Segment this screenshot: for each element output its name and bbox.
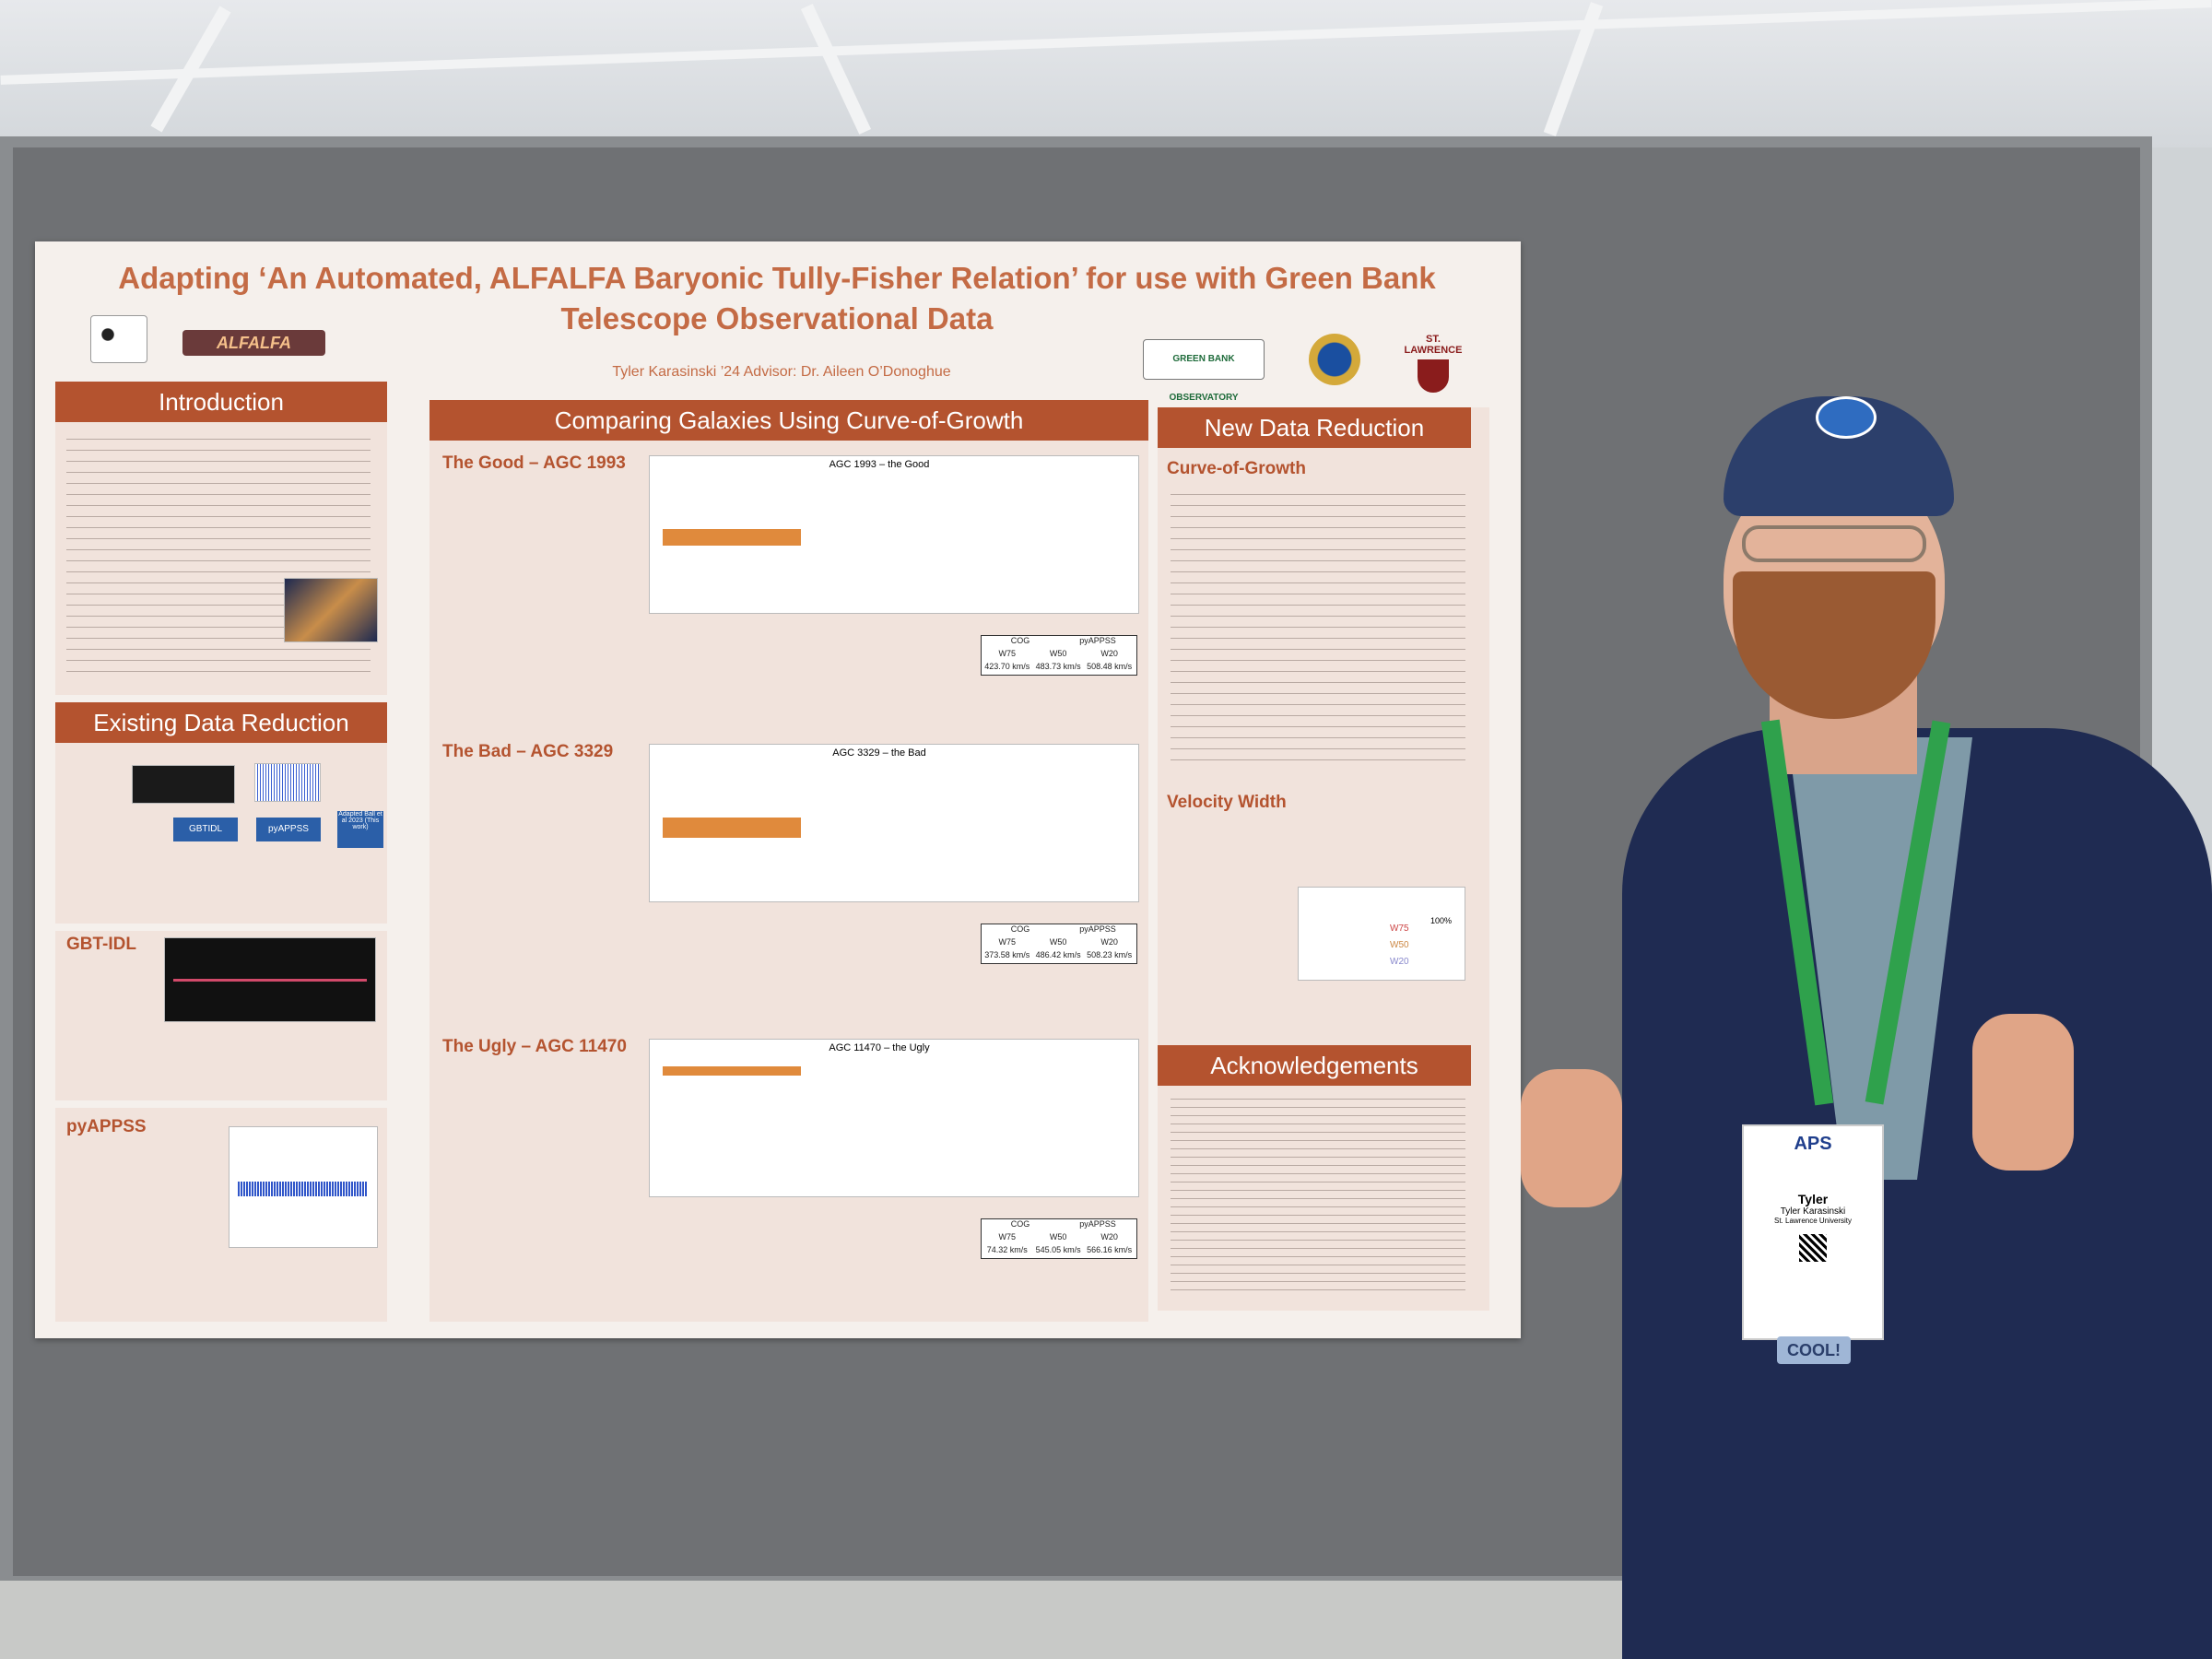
velocity-width-figure bbox=[1298, 887, 1465, 981]
case-plot-orange bbox=[663, 818, 801, 838]
table-header-w75: W75 bbox=[998, 649, 1016, 658]
case-title: The Good – AGC 1993 bbox=[442, 453, 626, 473]
velocity-label-w50: W50 bbox=[1390, 940, 1409, 950]
poster-authors: Tyler Karasinski ’24 Advisor: Dr. Aileen… bbox=[612, 364, 951, 380]
person: APS Tyler Tyler Karasinski St. Lawrence … bbox=[1512, 387, 2212, 1659]
ceiling bbox=[0, 0, 2212, 147]
pyappss-spectrum-line bbox=[238, 1182, 367, 1196]
table-header-pyappss: pyAPPSS bbox=[1079, 1219, 1116, 1229]
case-plot-title: AGC 11470 – the Ugly bbox=[829, 1042, 930, 1053]
table-w50-value: 483.73 km/s bbox=[1035, 662, 1081, 671]
table-w20-value: 508.48 km/s bbox=[1087, 662, 1133, 671]
comparing-header: Comparing Galaxies Using Curve-of-Growth bbox=[429, 400, 1148, 441]
flow-ball-box: Adapted Ball et al 2023 (This work) bbox=[337, 811, 383, 848]
badge-full-name: Tyler Karasinski bbox=[1780, 1206, 1846, 1217]
acknowledgements-body bbox=[1171, 1093, 1465, 1296]
flow-pyappss-box: pyAPPSS bbox=[256, 818, 321, 841]
introduction-header: Introduction bbox=[55, 382, 387, 422]
shield-icon bbox=[1418, 359, 1449, 393]
qr-code-icon bbox=[1799, 1234, 1827, 1262]
table-header-w50: W50 bbox=[1049, 937, 1067, 947]
table-header-w20: W20 bbox=[1100, 649, 1118, 658]
research-poster: Adapting ‘An Automated, ALFALFA Baryonic… bbox=[35, 241, 1521, 1338]
case-good: The Good – AGC 1993 AGC 1993 – the Good … bbox=[437, 446, 1141, 713]
table-w20-value: 566.16 km/s bbox=[1087, 1245, 1133, 1254]
table-header-w20: W20 bbox=[1100, 937, 1118, 947]
table-w20-value: 508.23 km/s bbox=[1087, 950, 1133, 959]
table-header-pyappss: pyAPPSS bbox=[1079, 636, 1116, 645]
table-header-cog: COG bbox=[1010, 1219, 1030, 1229]
case-title: The Bad – AGC 3329 bbox=[442, 742, 614, 761]
table-w75-value: 423.70 km/s bbox=[984, 662, 1030, 671]
badge-name: Tyler bbox=[1797, 1192, 1829, 1206]
case-results-table: COG pyAPPSS W75 W50 W20 423.70 km/s 483.… bbox=[981, 635, 1137, 676]
pyappss-header: pyAPPSS bbox=[66, 1117, 147, 1136]
case-bad: The Bad – AGC 3329 AGC 3329 – the Bad CO… bbox=[437, 735, 1141, 1002]
gbo-logo: GREEN BANK OBSERVATORY bbox=[1143, 339, 1265, 403]
table-header-w50: W50 bbox=[1049, 649, 1067, 658]
alfalfa-logo: ALFALFA bbox=[182, 330, 325, 356]
case-plot-title: AGC 1993 – the Good bbox=[829, 459, 930, 470]
case-plot-orange bbox=[663, 1066, 801, 1076]
glasses bbox=[1742, 525, 1926, 562]
velocity-width-header: Velocity Width bbox=[1167, 793, 1287, 812]
table-header-w50: W50 bbox=[1049, 1232, 1067, 1241]
st-lawrence-label: ST. LAWRENCE bbox=[1404, 334, 1463, 356]
new-data-reduction-header: New Data Reduction bbox=[1158, 407, 1471, 448]
velocity-label-w20: W20 bbox=[1390, 957, 1409, 967]
case-results-table: COG pyAPPSS W75 W50 W20 373.58 km/s 486.… bbox=[981, 924, 1137, 964]
table-w75-value: 74.32 km/s bbox=[986, 1245, 1028, 1254]
table-header-pyappss: pyAPPSS bbox=[1079, 924, 1116, 934]
table-w75-value: 373.58 km/s bbox=[984, 950, 1030, 959]
left-thumb-hand bbox=[1521, 1069, 1622, 1207]
cog-body bbox=[1171, 487, 1465, 763]
cog-header: Curve-of-Growth bbox=[1167, 459, 1306, 478]
right-thumb-hand bbox=[1972, 1014, 2074, 1171]
gbt-idl-spectrum-line bbox=[173, 979, 367, 982]
velocity-label-w75: W75 bbox=[1390, 924, 1409, 934]
table-w50-value: 545.05 km/s bbox=[1035, 1245, 1081, 1254]
gbt-idl-header: GBT-IDL bbox=[66, 935, 136, 954]
table-header-cog: COG bbox=[1010, 636, 1030, 645]
case-title: The Ugly – AGC 11470 bbox=[442, 1037, 627, 1056]
case-ugly: The Ugly – AGC 11470 AGC 11470 – the Ugl… bbox=[437, 1030, 1141, 1306]
cap-logo-icon bbox=[1816, 396, 1877, 439]
badge-strap-label: COOL! bbox=[1777, 1336, 1851, 1364]
acknowledgements-header: Acknowledgements bbox=[1158, 1045, 1471, 1086]
introduction-body bbox=[66, 431, 371, 680]
st-lawrence-logo: ST. LAWRENCE bbox=[1399, 334, 1467, 393]
badge-institution: St. Lawrence University bbox=[1773, 1217, 1853, 1225]
velocity-label-100: 100% bbox=[1430, 916, 1453, 925]
case-results-table: COG pyAPPSS W75 W50 W20 74.32 km/s 545.0… bbox=[981, 1218, 1137, 1259]
case-plot bbox=[649, 1039, 1139, 1197]
nsf-logo bbox=[1309, 334, 1360, 385]
name-badge: APS Tyler Tyler Karasinski St. Lawrence … bbox=[1742, 1124, 1884, 1340]
table-header-w20: W20 bbox=[1100, 1232, 1118, 1241]
table-header-w75: W75 bbox=[998, 937, 1016, 947]
case-plot-orange bbox=[663, 529, 801, 546]
flow-pyappss-image bbox=[254, 763, 321, 802]
poster-title: Adapting ‘An Automated, ALFALFA Baryonic… bbox=[118, 261, 1436, 335]
table-w50-value: 486.42 km/s bbox=[1035, 950, 1081, 959]
cow-logo bbox=[90, 315, 147, 363]
existing-data-reduction-header: Existing Data Reduction bbox=[55, 702, 387, 743]
table-header-w75: W75 bbox=[998, 1232, 1016, 1241]
flow-gbtidl-box: GBTIDL bbox=[173, 818, 238, 841]
flow-spectrum-image bbox=[132, 765, 235, 804]
case-plot-title: AGC 3329 – the Bad bbox=[832, 747, 926, 759]
green-bank-telescope-image bbox=[284, 578, 378, 642]
badge-org-label: APS bbox=[1794, 1134, 1832, 1154]
table-header-cog: COG bbox=[1010, 924, 1030, 934]
